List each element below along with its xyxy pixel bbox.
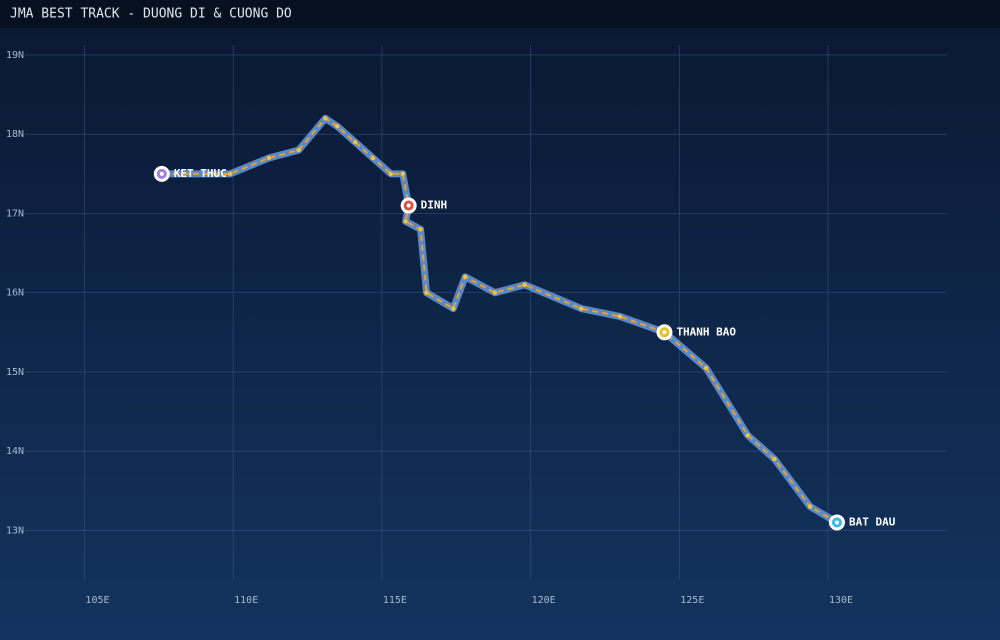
marker-dot bbox=[159, 171, 164, 176]
x-tick-label: 110E bbox=[234, 595, 258, 606]
track-point bbox=[323, 116, 328, 121]
marker-label: DINH bbox=[421, 199, 448, 212]
track-point bbox=[617, 314, 623, 319]
track-point bbox=[745, 433, 750, 438]
track-point bbox=[228, 171, 233, 177]
track-point bbox=[403, 219, 408, 224]
track-point bbox=[451, 306, 456, 311]
track-point bbox=[388, 171, 394, 177]
x-tick-label: 120E bbox=[532, 595, 556, 606]
marker-label: BAT DAU bbox=[849, 515, 896, 528]
track-point bbox=[578, 306, 584, 311]
marker-dot bbox=[834, 520, 839, 525]
marker-dot bbox=[406, 203, 411, 208]
track-point bbox=[772, 456, 777, 462]
track-point bbox=[352, 139, 358, 145]
y-tick-label: 16N bbox=[6, 288, 24, 299]
track-point bbox=[703, 365, 709, 371]
track-point bbox=[335, 124, 340, 129]
header-bar bbox=[0, 0, 1000, 28]
y-tick-label: 19N bbox=[6, 50, 24, 61]
track-point bbox=[296, 147, 301, 153]
x-tick-label: 130E bbox=[829, 595, 853, 606]
y-tick-label: 13N bbox=[6, 525, 24, 536]
x-tick-label: 105E bbox=[85, 595, 109, 606]
track-point bbox=[424, 290, 429, 295]
y-tick-label: 15N bbox=[6, 367, 24, 378]
y-tick-label: 17N bbox=[6, 208, 24, 219]
marker-label: THANH BAO bbox=[676, 325, 736, 338]
marker-dot bbox=[662, 330, 667, 335]
marker-label: KET THUC bbox=[174, 167, 227, 180]
track-point bbox=[807, 504, 813, 509]
x-tick-label: 125E bbox=[680, 595, 704, 606]
track-point bbox=[462, 274, 468, 280]
track-point bbox=[266, 155, 272, 161]
chart-title: JMA BEST TRACK - DUONG DI & CUONG DO bbox=[10, 7, 292, 22]
track-point bbox=[400, 171, 405, 177]
track-point bbox=[370, 155, 376, 161]
track-point bbox=[522, 282, 527, 287]
x-tick-label: 115E bbox=[383, 595, 407, 606]
track-point bbox=[492, 290, 498, 295]
track-point bbox=[418, 227, 423, 232]
y-tick-label: 18N bbox=[6, 129, 24, 140]
track-intensity bbox=[161, 117, 838, 524]
y-tick-label: 14N bbox=[6, 446, 24, 457]
